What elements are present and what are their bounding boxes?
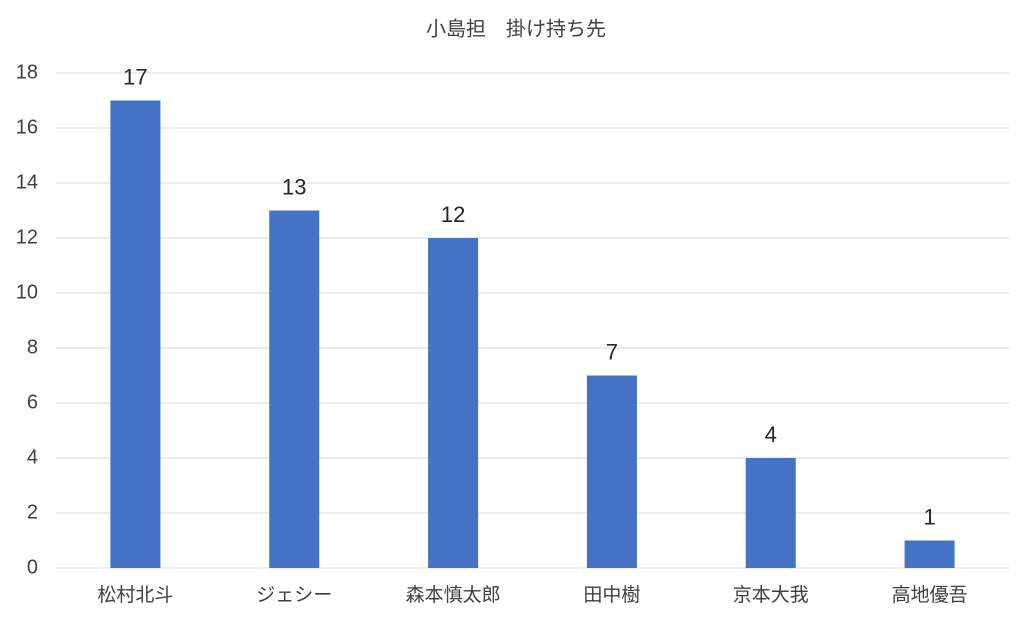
bar xyxy=(110,100,161,568)
chart-title: 小島担 掛け持ち先 xyxy=(426,17,606,40)
data-label: 17 xyxy=(123,64,147,89)
x-tick-label: 高地優吾 xyxy=(892,584,968,606)
y-tick-label: 14 xyxy=(16,171,38,193)
x-tick-label: 森本慎太郎 xyxy=(406,584,501,606)
y-tick-label: 2 xyxy=(27,501,38,523)
x-tick-label: 京本大我 xyxy=(733,584,809,606)
x-tick-label: ジェシー xyxy=(256,585,332,606)
data-label: 1 xyxy=(923,504,935,529)
y-tick-label: 8 xyxy=(27,336,38,358)
bar xyxy=(586,375,637,568)
x-tick-label: 松村北斗 xyxy=(97,584,173,606)
y-tick-label: 12 xyxy=(16,226,38,248)
y-tick-label: 10 xyxy=(16,281,38,303)
bar xyxy=(745,458,796,568)
data-label: 7 xyxy=(606,339,618,364)
bar xyxy=(428,238,479,568)
y-tick-label: 4 xyxy=(27,446,38,468)
data-label: 12 xyxy=(441,202,465,227)
data-label: 13 xyxy=(282,174,306,199)
y-tick-label: 16 xyxy=(16,116,38,138)
y-tick-label: 18 xyxy=(16,61,38,83)
bar xyxy=(904,540,955,568)
data-label: 4 xyxy=(765,422,777,447)
bar xyxy=(269,210,320,568)
y-tick-label: 6 xyxy=(27,391,38,413)
y-tick-label: 0 xyxy=(27,556,38,578)
x-tick-label: 田中樹 xyxy=(583,584,640,606)
